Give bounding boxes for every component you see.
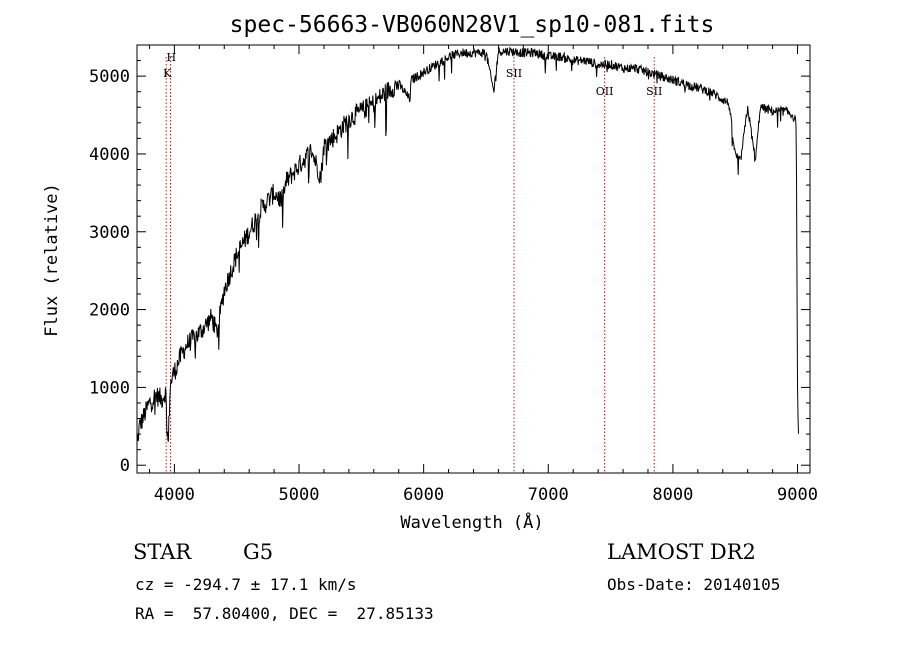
y-tick-label: 3000 [89,223,130,243]
observation-date-text: Obs-Date: 20140105 [607,575,781,594]
object-class-label: STAR [133,540,192,564]
x-tick-label: 8000 [652,485,693,505]
spectral-line-markers: SII OII SII HK [163,51,662,473]
spectral-line-label: SII [646,85,662,98]
chart-title: spec-56663-VB060N28V1_sp10-081.fits [230,12,715,38]
k-line-label: K [163,67,172,80]
x-tick-label: 7000 [528,485,569,505]
plot-frame [136,44,811,474]
h-line-label: H [166,51,176,64]
redshift-velocity-text: cz = -294.7 ± 17.1 km/s [135,575,357,594]
survey-label: LAMOST DR2 [607,540,756,564]
x-tick-label: 6000 [403,485,444,505]
y-tick-label: 2000 [89,301,130,321]
x-tick-label: 4000 [154,485,195,505]
y-tick-label: 5000 [89,67,130,87]
spectral-line-label: SII [506,67,522,80]
coordinates-text: RA = 57.80400, DEC = 27.85133 [135,604,434,623]
y-tick-label: 4000 [89,145,130,165]
x-tick-label: 9000 [777,485,818,505]
y-tick-label: 1000 [89,378,130,398]
x-axis-label: Wavelength (Å) [400,511,543,533]
y-tick-label: 0 [120,456,130,476]
axis-ticks: 4000 5000 6000 7000 8000 9000 0 1000 2000 3000 400… [89,44,818,505]
spectral-line-label: OII [596,85,614,98]
object-subclass-label: G5 [243,540,274,564]
spectrum-series-line [136,46,799,443]
y-axis-label: Flux (relative) [42,183,62,337]
x-tick-label: 5000 [279,485,320,505]
